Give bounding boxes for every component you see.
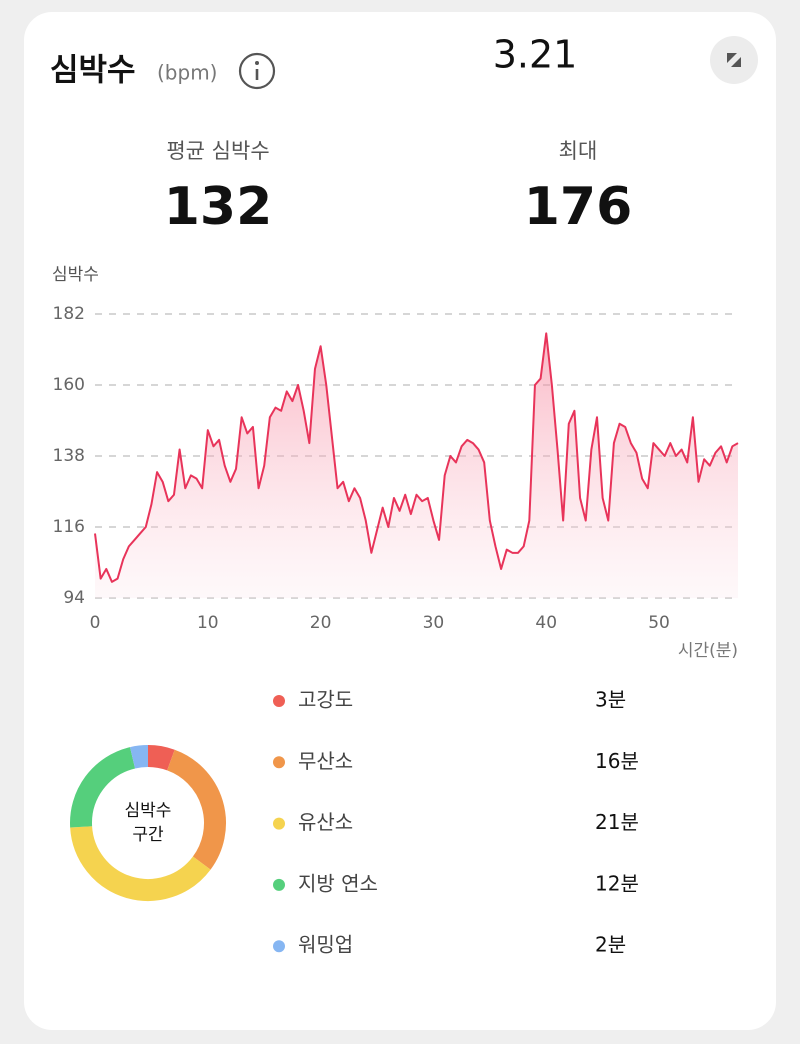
legend-label: 워밍업 <box>298 933 353 957</box>
donut-center-label: 심박수 <box>125 801 172 821</box>
x-tick-label: 30 <box>423 613 445 633</box>
legend-label: 지방 연소 <box>298 871 378 895</box>
y-tick-label: 182 <box>53 304 85 324</box>
zone-value: 3분 <box>595 688 626 712</box>
zone-value: 21분 <box>595 810 639 834</box>
title: 심박수 <box>50 53 136 89</box>
x-tick-label: 0 <box>90 613 101 633</box>
y-tick-label: 94 <box>63 588 85 608</box>
legend-label: 고강도 <box>298 688 353 712</box>
zone-value: 16분 <box>595 749 639 773</box>
y-axis-label: 심박수 <box>52 265 99 285</box>
info-icon[interactable] <box>238 52 276 90</box>
x-tick-label: 40 <box>535 613 557 633</box>
zone-value: 2분 <box>595 933 626 957</box>
stat-label: 평균 심박수 <box>166 139 269 163</box>
collapse-button[interactable] <box>710 36 758 84</box>
x-tick-label: 50 <box>648 613 670 633</box>
x-tick-label: 20 <box>310 613 332 633</box>
legend-dot <box>273 940 285 953</box>
line <box>94 332 739 583</box>
donut-segment <box>70 747 136 828</box>
legend-dot <box>273 756 285 769</box>
date: 3.21 <box>493 33 578 77</box>
donut-segment <box>166 749 226 870</box>
x-axis-label: 시간(분) <box>678 641 738 661</box>
stat-value: 176 <box>524 177 633 237</box>
legend-dot <box>273 695 285 707</box>
unit: (bpm) <box>157 61 217 85</box>
legend-label: 무산소 <box>298 749 353 773</box>
legend-label: 유산소 <box>298 810 353 834</box>
zone-value: 12분 <box>595 871 639 895</box>
legend-dot <box>273 878 285 891</box>
x-tick-label: 10 <box>197 613 219 633</box>
legend-dot <box>273 817 285 830</box>
y-tick-label: 138 <box>53 446 85 466</box>
y-tick-label: 116 <box>53 517 85 537</box>
donut-segment <box>130 745 149 769</box>
y-tick-label: 160 <box>53 375 85 395</box>
donut-segment <box>70 825 211 901</box>
area <box>95 333 738 598</box>
stat-label: 최대 <box>559 139 598 163</box>
donut-segment <box>147 745 175 771</box>
donut-center-label: 구간 <box>132 825 164 845</box>
stat-value: 132 <box>164 177 273 237</box>
